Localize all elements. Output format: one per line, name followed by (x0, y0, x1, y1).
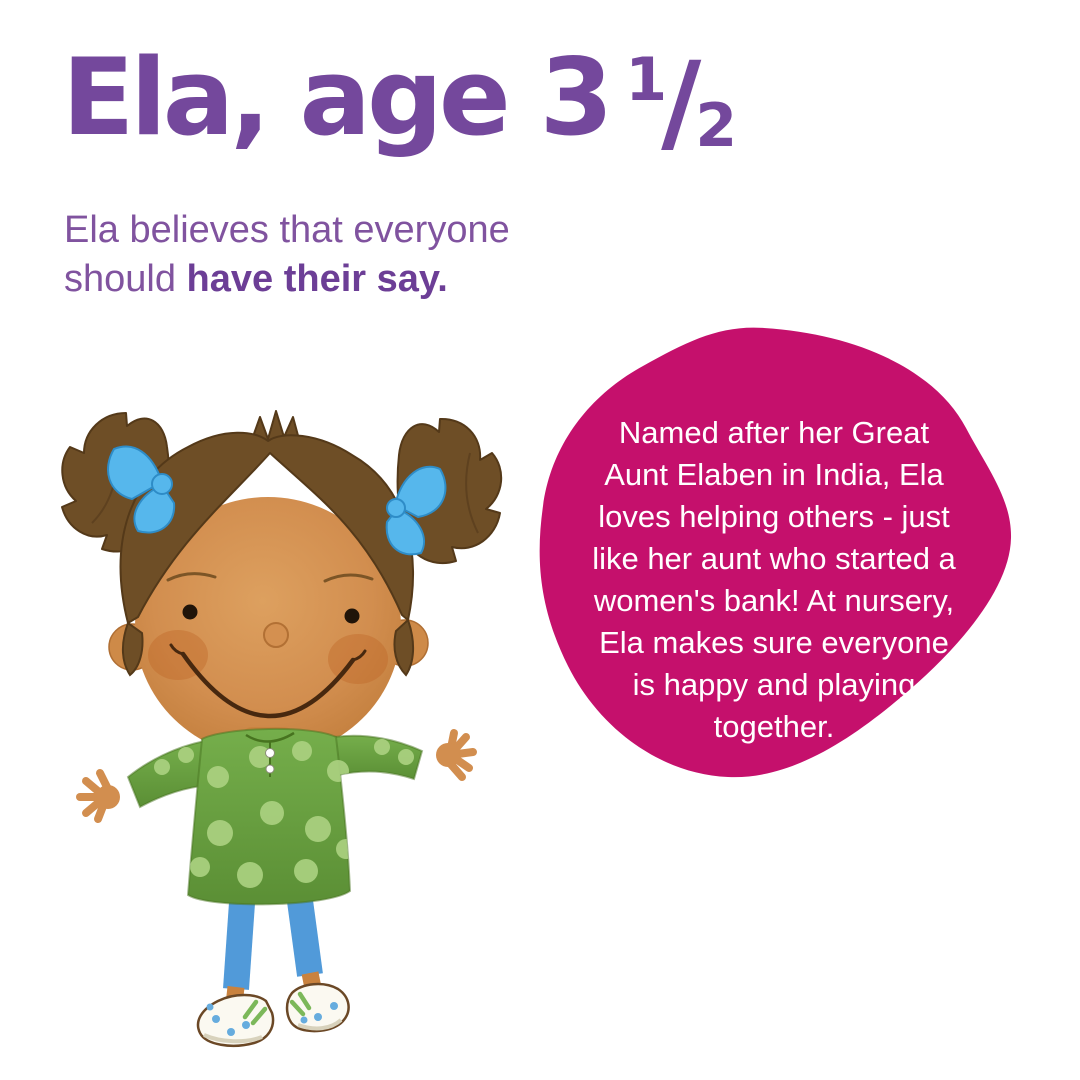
girl-shoe-left-dots (206, 1003, 250, 1036)
girl-smile-corner-left (169, 643, 185, 656)
girl-hair-tuft-right (393, 618, 414, 677)
girl-shoe-right-dots (300, 1002, 338, 1024)
intro-line2-bold: have their say. (186, 258, 448, 300)
intro-line2-regular: should (64, 258, 187, 300)
girl-leg-right (287, 899, 323, 977)
blob-line: Aunt Elaben in India, Ela (604, 457, 944, 492)
girl-button-top (265, 748, 275, 758)
girl-smile-corner-right (351, 649, 367, 662)
girl-shoes (196, 982, 350, 1047)
fraction-denominator: 2 (695, 91, 738, 161)
blob-line: Named after her Great (618, 415, 930, 450)
title-fraction: 1/2 (625, 40, 737, 163)
girl-dress (126, 728, 424, 906)
girl-illustration (61, 410, 503, 1047)
blob-shape (539, 327, 1012, 778)
hair-bow-left-loop-bottom (133, 484, 176, 534)
hair-bow-right-loop-top (394, 465, 447, 518)
blob-line: Ela makes sure everyone (599, 625, 949, 660)
girl-smile (180, 651, 356, 719)
girl-eyebrow-left (166, 572, 217, 582)
girl-eye-right (344, 608, 360, 624)
blob-line: women's bank! At nursery, (593, 583, 955, 618)
girl-hair-fringe (119, 431, 414, 624)
blob-line: is happy and playing (632, 667, 916, 702)
blob-shape-path (539, 327, 1012, 778)
girl-shoe-left-laces (242, 999, 268, 1026)
page-title: Ela, age 3 1/2 (62, 39, 737, 163)
girl-head (108, 410, 429, 757)
girl-button-bottom (265, 764, 275, 774)
hair-bow-left-knot (151, 473, 173, 495)
speech-blob: Named after her Great Aunt Elaben in Ind… (524, 316, 1024, 801)
hair-bow-left-loop-top (107, 445, 163, 500)
girl-shoe-right-sole (297, 1018, 343, 1031)
girl-shoe-right-laces (289, 991, 312, 1017)
title-main: Ela, age 3 (62, 36, 613, 159)
blob-line: loves helping others - just (598, 499, 950, 534)
girl-hair-bows (107, 445, 447, 556)
girl-hair-tuft-left (122, 621, 144, 677)
girl-shoe-left-sole (203, 1033, 263, 1044)
girl-leg-left (223, 902, 255, 990)
blob-text: Named after her Great Aunt Elaben in Ind… (560, 412, 988, 748)
girl-hand-right (436, 729, 477, 781)
girl-hands (76, 729, 477, 823)
fraction-numerator: 1 (625, 45, 668, 115)
intro-text: Ela believes that everyone should have th… (64, 206, 510, 304)
fraction-slash: / (661, 38, 702, 166)
hair-bow-right-knot (386, 498, 406, 518)
girl-eyebrow-right (323, 573, 374, 583)
blob-line: like her aunt who started a (592, 541, 956, 576)
pigtail-strand-right (465, 452, 479, 534)
girl-hand-left (76, 769, 120, 823)
girl-nose (263, 622, 289, 648)
blob-line: together. (713, 709, 835, 744)
girl-eye-left (182, 604, 198, 620)
hair-bow-right-loop-bottom (385, 508, 426, 556)
intro-line1: Ela believes that everyone (64, 209, 510, 251)
